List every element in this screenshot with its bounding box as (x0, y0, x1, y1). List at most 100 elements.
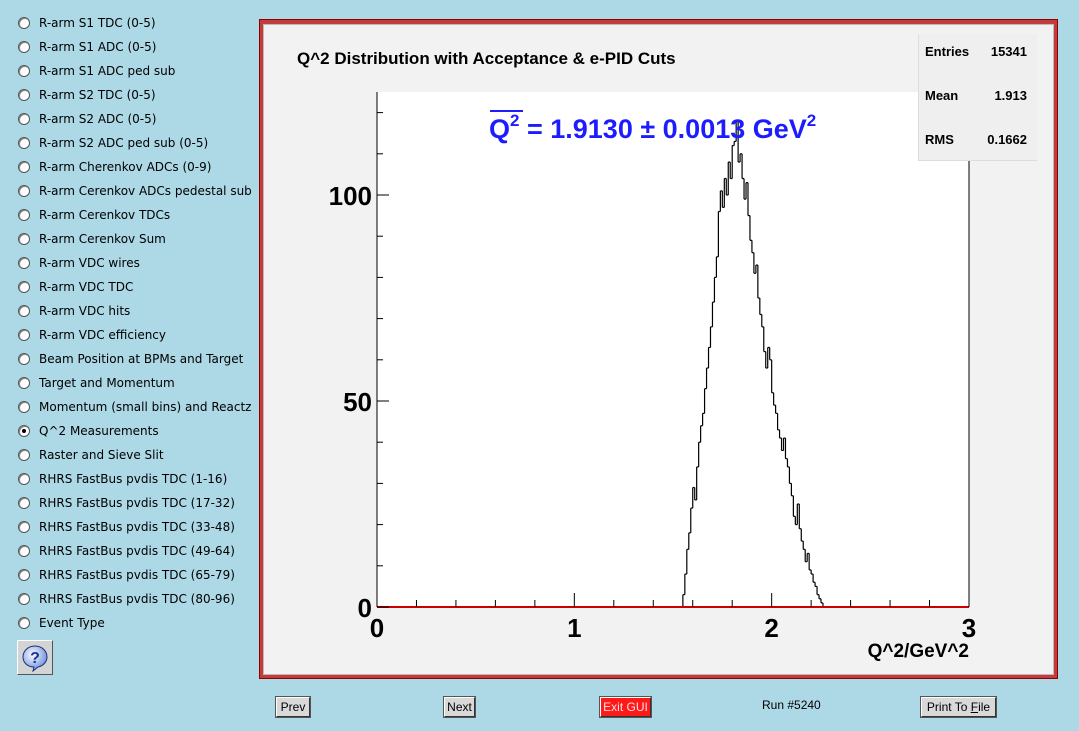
prev-button[interactable]: Prev (275, 696, 311, 718)
menu-item[interactable]: R-arm S2 ADC ped sub (0-5) (18, 133, 250, 153)
menu-item[interactable]: Q^2 Measurements (18, 421, 250, 441)
menu-item[interactable]: Event Type (18, 613, 250, 633)
radio-icon[interactable] (18, 89, 30, 101)
radio-icon[interactable] (18, 161, 30, 173)
radio-selected-icon[interactable] (18, 425, 30, 437)
radio-icon[interactable] (18, 329, 30, 341)
chart-title: Q^2 Distribution with Acceptance & e-PID… (297, 49, 676, 68)
menu-item-label: Target and Momentum (39, 376, 175, 390)
radio-icon[interactable] (18, 137, 30, 149)
radio-icon[interactable] (18, 497, 30, 509)
annotation-q: Q (489, 114, 510, 144)
menu-item-label: R-arm S1 TDC (0-5) (39, 16, 156, 30)
radio-icon[interactable] (18, 449, 30, 461)
menu-item[interactable]: RHRS FastBus pvdis TDC (33-48) (18, 517, 250, 537)
menu-item[interactable]: Momentum (small bins) and Reactz (18, 397, 252, 417)
menu-item[interactable]: R-arm Cerenkov ADCs pedestal sub (18, 181, 252, 201)
radio-icon[interactable] (18, 353, 30, 365)
radio-icon[interactable] (18, 521, 30, 533)
svg-text:?: ? (30, 650, 40, 667)
stat-entries-value: 15341 (990, 44, 1027, 59)
menu-item[interactable]: R-arm VDC hits (18, 301, 250, 321)
print-label-post: ile (978, 700, 991, 714)
menu-item-label: RHRS FastBus pvdis TDC (33-48) (39, 520, 235, 534)
print-label-hotkey: F (970, 700, 979, 714)
stat-entries-label: Entries (925, 44, 970, 59)
menu-item-label: R-arm S2 ADC (0-5) (39, 112, 157, 126)
menu-item[interactable]: Beam Position at BPMs and Target (18, 349, 250, 369)
radio-icon[interactable] (18, 617, 30, 629)
radio-icon[interactable] (18, 545, 30, 557)
menu-item-label: RHRS FastBus pvdis TDC (65-79) (39, 568, 235, 582)
stat-mean-label: Mean (925, 88, 959, 103)
menu-item[interactable]: Raster and Sieve Slit (18, 445, 250, 465)
menu-item[interactable]: R-arm VDC efficiency (18, 325, 250, 345)
radio-icon[interactable] (18, 113, 30, 125)
menu-item-label: R-arm VDC TDC (39, 280, 134, 294)
next-button[interactable]: Next (443, 696, 476, 718)
radio-icon[interactable] (18, 65, 30, 77)
x-tick-label: 0 (370, 613, 384, 643)
menu-item[interactable]: R-arm VDC wires (18, 253, 250, 273)
radio-icon[interactable] (18, 377, 30, 389)
radio-icon[interactable] (18, 305, 30, 317)
menu-item-label: R-arm Cerenkov TDCs (39, 208, 171, 222)
menu-item-label: Beam Position at BPMs and Target (39, 352, 244, 366)
menu-item[interactable]: Target and Momentum (18, 373, 250, 393)
stat-mean-value: 1.913 (994, 88, 1027, 103)
menu-item-label: R-arm S1 ADC (0-5) (39, 40, 157, 54)
menu-item-label: RHRS FastBus pvdis TDC (80-96) (39, 592, 235, 606)
menu-item[interactable]: R-arm S1 ADC ped sub (18, 61, 250, 81)
x-tick-label: 1 (567, 613, 581, 643)
radio-icon[interactable] (18, 257, 30, 269)
menu-item[interactable]: R-arm S1 ADC (0-5) (18, 37, 250, 57)
axes: 0 50 100 0 1 2 3Q^2/GeV^2 (329, 92, 976, 662)
menu-item[interactable]: RHRS FastBus pvdis TDC (1-16) (18, 469, 250, 489)
radio-icon[interactable] (18, 41, 30, 53)
radio-icon[interactable] (18, 281, 30, 293)
menu-item[interactable]: RHRS FastBus pvdis TDC (80-96) (18, 589, 250, 609)
mean-annotation: Q2 = 1.9130 ± 0.0013 GeV2 (489, 110, 816, 144)
menu-item[interactable]: R-arm S1 TDC (0-5) (18, 13, 250, 33)
menu-item[interactable]: R-arm S2 TDC (0-5) (18, 85, 250, 105)
question-mark-icon: ? (22, 645, 48, 672)
y-tick-label: 0 (358, 593, 372, 623)
stats-box: Entries 15341 Mean 1.913 RMS 0.1662 (918, 34, 1037, 161)
menu-item-label: R-arm VDC wires (39, 256, 140, 270)
menu-item-label: R-arm S2 ADC ped sub (0-5) (39, 136, 209, 150)
exit-gui-button[interactable]: Exit GUI (599, 696, 652, 718)
menu-item[interactable]: RHRS FastBus pvdis TDC (49-64) (18, 541, 250, 561)
menu-item[interactable]: R-arm Cerenkov Sum (18, 229, 250, 249)
menu-item-label: R-arm S1 ADC ped sub (39, 64, 176, 78)
menu-item[interactable]: R-arm Cherenkov ADCs (0-9) (18, 157, 250, 177)
radio-icon[interactable] (18, 401, 30, 413)
menu-item[interactable]: RHRS FastBus pvdis TDC (65-79) (18, 565, 250, 585)
radio-icon[interactable] (18, 569, 30, 581)
help-button[interactable]: ? (17, 640, 53, 675)
menu-item[interactable]: RHRS FastBus pvdis TDC (17-32) (18, 493, 250, 513)
annotation-unit-exponent: 2 (807, 111, 816, 130)
menu-item-label: Event Type (39, 616, 105, 630)
stat-mean: Mean 1.913 (919, 88, 1037, 108)
menu-item-label: Raster and Sieve Slit (39, 448, 164, 462)
menu-item-label: Momentum (small bins) and Reactz (39, 400, 252, 414)
menu-item[interactable]: R-arm Cerenkov TDCs (18, 205, 250, 225)
plot-area (377, 92, 969, 607)
x-tick-label: 3 (962, 613, 976, 643)
radio-icon[interactable] (18, 473, 30, 485)
menu-item-label: Q^2 Measurements (39, 424, 159, 438)
radio-icon[interactable] (18, 17, 30, 29)
menu-item[interactable]: R-arm VDC TDC (18, 277, 250, 297)
radio-icon[interactable] (18, 593, 30, 605)
radio-icon[interactable] (18, 233, 30, 245)
radio-icon[interactable] (18, 185, 30, 197)
y-tick-label: 100 (329, 181, 372, 211)
histogram-bars (680, 120, 843, 608)
menu-item[interactable]: R-arm S2 ADC (0-5) (18, 109, 250, 129)
menu-item-label: R-arm VDC efficiency (39, 328, 167, 342)
menu-item-label: R-arm Cherenkov ADCs (0-9) (39, 160, 212, 174)
annotation-value: = 1.9130 ± 0.0013 GeV (519, 114, 806, 144)
radio-icon[interactable] (18, 209, 30, 221)
